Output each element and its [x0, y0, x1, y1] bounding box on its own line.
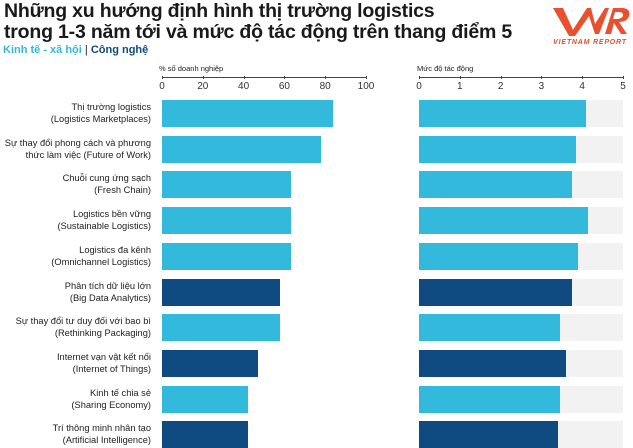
category-label: Internet vạn vật kết nối (Internet of Thi… — [0, 351, 151, 375]
category-label-en: (Rethinking Packaging) — [54, 328, 151, 339]
percent-bar — [162, 207, 291, 235]
impact-axis-tick-label: 5 — [620, 81, 626, 92]
category-label-en: (Sustainable Logistics) — [57, 221, 151, 232]
impact-bar — [419, 385, 560, 413]
category-label-en: (Omnichannel Logistics) — [51, 256, 151, 267]
impact-bar — [419, 242, 579, 270]
category-label-vi: Phân tích dữ liệu lớn — [64, 280, 151, 291]
category-label: Sự thay đổi phong cách và phương thức làm… — [0, 137, 151, 161]
percent-axis-tick — [284, 76, 286, 79]
impact-bar — [419, 421, 558, 448]
impact-axis-tick — [500, 76, 502, 79]
percent-bar — [162, 385, 248, 413]
impact-axis-tick — [459, 76, 461, 79]
impact-axis-line — [419, 77, 623, 78]
impact-axis-tick-label: 4 — [579, 81, 585, 92]
category-label: Trí thông minh nhân tạo (Artificial Intel… — [0, 422, 151, 446]
legend-separator: | — [81, 44, 91, 56]
category-label-en: (Fresh Chain) — [94, 185, 151, 196]
category-label: Logistics bền vững (Sustainable Logistics… — [0, 208, 151, 232]
percent-axis-tick — [366, 76, 367, 79]
impact-bar — [419, 349, 566, 377]
percent-axis-tick — [162, 76, 163, 79]
impact-axis-tick — [582, 76, 584, 79]
percent-axis-tick-label: 100 — [357, 81, 375, 92]
percent-axis-tick — [325, 76, 327, 79]
category-label: Chuỗi cung ứng sạch (Fresh Chain) — [0, 172, 151, 196]
percent-axis-tick-label: 0 — [159, 81, 165, 92]
category-label-vi: Trí thông minh nhân tạo — [52, 423, 151, 434]
category-label: Logistics đa kênh (Omnichannel Logistics) — [0, 244, 151, 268]
impact-bar — [419, 207, 589, 235]
impact-bar — [419, 314, 560, 342]
percent-axis-tick-label: 60 — [278, 81, 290, 92]
category-label-en: thức làm việc (Future of Work) — [25, 149, 151, 160]
category-label-vi: Kinh tế chia sẻ — [90, 387, 151, 398]
chart-title: Những xu hướng định hình thị trường logi… — [4, 1, 512, 43]
category-label-en: (Sharing Economy) — [71, 399, 151, 410]
percent-axis-line — [162, 77, 366, 78]
percent-bar — [162, 349, 258, 377]
title-line-2: trong 1-3 năm tới và mức độ tác động trê… — [4, 21, 512, 43]
legend-social: Kinh tế - xã hội — [3, 44, 82, 56]
impact-axis-tick-label: 0 — [416, 81, 422, 92]
impact-axis-tick — [623, 76, 624, 79]
impact-bar — [419, 135, 577, 163]
percent-bar — [162, 421, 248, 448]
percent-axis-tick — [243, 76, 245, 79]
impact-bar — [419, 171, 572, 199]
percent-bar — [162, 135, 322, 163]
impact-bar — [419, 100, 587, 127]
impact-axis-tick-label: 2 — [497, 81, 504, 92]
percent-bar — [162, 314, 281, 342]
percent-axis-tick-label: 40 — [238, 81, 250, 92]
percent-bar — [162, 171, 291, 199]
impact-axis-tick-label: 3 — [538, 81, 545, 92]
legend: Kinh tế - xã hội | Công nghệ — [3, 44, 148, 56]
category-label-vi: Logistics bền vững — [72, 209, 151, 220]
vietnam-report-logo: VIETNAM REPORT — [547, 2, 633, 52]
vnr-logo-icon — [553, 8, 630, 36]
category-label: Thị trường logistics (Logistics Marketpla… — [0, 101, 151, 125]
percent-bar — [162, 278, 281, 306]
logo-text: VIETNAM REPORT — [553, 39, 627, 46]
category-label: Phân tích dữ liệu lớn (Big Data Analytics… — [0, 280, 151, 304]
title-line-1: Những xu hướng định hình thị trường logi… — [4, 0, 435, 22]
percent-axis-tick — [202, 76, 204, 79]
category-label-en: (Big Data Analytics) — [69, 292, 151, 303]
impact-axis-tick — [419, 76, 420, 79]
category-label-en: (Artificial Intelligence) — [62, 435, 151, 446]
impact-axis-tick-label: 1 — [457, 81, 463, 92]
impact-axis-title: Mức độ tác động — [417, 64, 474, 73]
category-label: Kinh tế chia sẻ (Sharing Economy) — [0, 387, 151, 411]
category-label: Sự thay đổi tư duy đối với bao bì (Rethin… — [0, 315, 151, 339]
percent-axis-tick-label: 20 — [197, 81, 209, 92]
category-label-vi: Logistics đa kênh — [79, 244, 151, 255]
percent-bar — [162, 242, 291, 270]
impact-bar — [419, 278, 572, 306]
category-label-vi: Sự thay đổi tư duy đối với bao bì — [15, 316, 151, 327]
category-label-vi: Internet vạn vật kết nối — [56, 351, 151, 362]
category-label-en: (Internet of Things) — [72, 363, 151, 374]
category-label-vi: Thị trường logistics — [71, 102, 152, 112]
category-label-en: (Logistics Marketplaces) — [50, 114, 151, 124]
percent-bar — [162, 100, 334, 127]
percent-axis-tick-label: 80 — [319, 81, 331, 92]
legend-tech: Công nghệ — [90, 44, 149, 56]
category-label-vi: Chuỗi cung ứng sạch — [62, 173, 151, 184]
category-label-vi: Sự thay đổi phong cách và phương — [4, 137, 151, 148]
percent-axis-title: % số doanh nghiệp — [159, 64, 224, 73]
impact-axis-tick — [541, 76, 543, 79]
